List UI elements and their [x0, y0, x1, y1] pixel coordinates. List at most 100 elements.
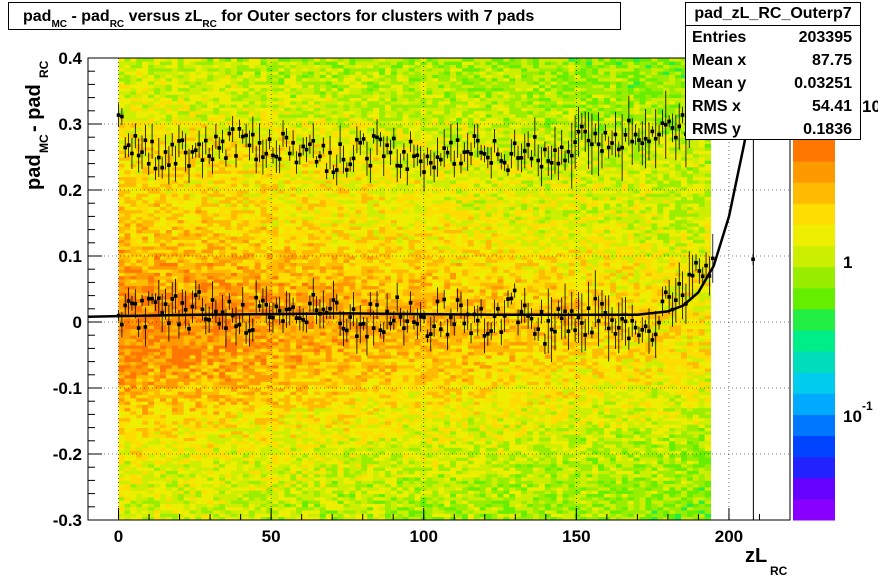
- heat-cell: [171, 209, 179, 214]
- heat-cell: [165, 236, 173, 240]
- heat-cell: [231, 249, 238, 254]
- heat-cell: [260, 450, 267, 455]
- heat-cell: [242, 206, 250, 211]
- heat-cell: [219, 440, 226, 445]
- heat-cell: [177, 427, 185, 432]
- heat-cell: [154, 500, 161, 504]
- heat-cell: [225, 275, 232, 280]
- heat-cell: [260, 71, 267, 75]
- heat-cell: [313, 265, 321, 270]
- heat-cell: [124, 77, 131, 82]
- heat-cell: [189, 331, 196, 336]
- heat-cell: [136, 64, 143, 69]
- heat-cell: [195, 107, 202, 112]
- heat-cell: [266, 368, 273, 372]
- heat-cell: [219, 186, 226, 191]
- heat-cell: [136, 289, 143, 293]
- heat-cell: [213, 97, 220, 102]
- heat-cell: [308, 71, 315, 75]
- heat-cell: [248, 355, 256, 359]
- heat-cell: [165, 421, 173, 425]
- heat-cell: [236, 364, 244, 369]
- heat-cell: [266, 216, 273, 221]
- heat-cell: [213, 130, 220, 135]
- heat-cell: [124, 196, 131, 201]
- heat-cell: [319, 361, 327, 366]
- heat-cell: [207, 440, 214, 445]
- heat-cell: [260, 279, 267, 283]
- heat-cell: [183, 302, 190, 306]
- heat-cell: [130, 163, 137, 168]
- heat-cell: [124, 216, 131, 221]
- heat-cell: [130, 341, 137, 346]
- heat-cell: [207, 388, 214, 392]
- heat-cell: [272, 513, 279, 518]
- heat-cell: [319, 117, 327, 122]
- heat-cell: [183, 421, 190, 425]
- heat-cell: [236, 143, 244, 148]
- heat-cell: [266, 183, 273, 188]
- heat-cell: [260, 150, 267, 155]
- heat-cell: [201, 173, 208, 178]
- heat-cell: [124, 463, 131, 468]
- heat-cell: [189, 166, 196, 171]
- heat-cell: [302, 480, 309, 485]
- heat-cell: [325, 454, 333, 458]
- heat-cell: [236, 114, 244, 118]
- heat-cell: [213, 58, 220, 62]
- heat-cell: [272, 298, 279, 303]
- heat-cell: [290, 236, 297, 240]
- heat-cell: [231, 457, 238, 461]
- heat-cell: [319, 378, 327, 382]
- heat-cell: [165, 513, 173, 518]
- heat-cell: [201, 120, 208, 125]
- heat-cell: [154, 335, 161, 339]
- heat-cell: [225, 397, 232, 402]
- heat-cell: [177, 84, 185, 89]
- heat-cell: [284, 61, 291, 65]
- heat-cell: [319, 384, 327, 389]
- heat-cell: [284, 196, 291, 201]
- heat-cell: [313, 147, 321, 151]
- heat-cell: [207, 232, 214, 237]
- heat-cell: [124, 480, 131, 485]
- heat-cell: [213, 252, 220, 257]
- heat-cell: [148, 74, 155, 79]
- heat-cell: [154, 173, 161, 178]
- heat-cell: [171, 364, 179, 369]
- heat-cell: [118, 249, 125, 254]
- heat-cell: [272, 64, 279, 69]
- heat-cell: [136, 150, 143, 155]
- heat-cell: [124, 199, 131, 204]
- heat-cell: [242, 81, 250, 85]
- heat-cell: [124, 302, 131, 306]
- heat-cell: [130, 371, 137, 376]
- heat-cell: [302, 487, 309, 491]
- heat-cell: [278, 157, 285, 161]
- heat-cell: [130, 67, 137, 72]
- heat-cell: [201, 91, 208, 95]
- heat-cell: [272, 473, 279, 478]
- heat-cell: [272, 160, 279, 164]
- heat-cell: [159, 133, 167, 138]
- heat-cell: [225, 493, 232, 498]
- heat-cell: [231, 308, 238, 313]
- heat-cell: [213, 463, 220, 468]
- heat-cell: [296, 67, 303, 72]
- heat-cell: [236, 282, 244, 287]
- heat-cell: [159, 140, 167, 145]
- heat-cell: [296, 213, 303, 217]
- heat-cell: [195, 335, 202, 339]
- heat-cell: [213, 496, 220, 501]
- heat-cell: [142, 483, 149, 488]
- heat-cell: [231, 256, 238, 260]
- heat-cell: [118, 510, 125, 514]
- heat-cell: [272, 434, 279, 438]
- heat-cell: [148, 176, 155, 181]
- heat-cell: [201, 74, 208, 79]
- heat-cell: [118, 500, 125, 504]
- heat-cell: [296, 493, 303, 498]
- heat-cell: [124, 292, 131, 296]
- heat-cell: [154, 91, 161, 95]
